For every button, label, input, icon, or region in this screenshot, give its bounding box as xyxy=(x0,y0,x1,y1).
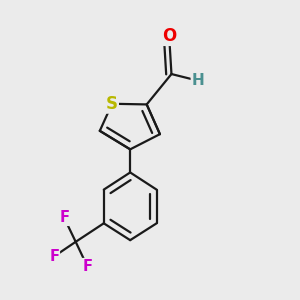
Text: F: F xyxy=(59,210,69,225)
Text: F: F xyxy=(82,259,92,274)
Text: F: F xyxy=(49,249,59,264)
Text: S: S xyxy=(106,95,118,113)
Text: H: H xyxy=(191,73,204,88)
Text: O: O xyxy=(162,27,176,45)
